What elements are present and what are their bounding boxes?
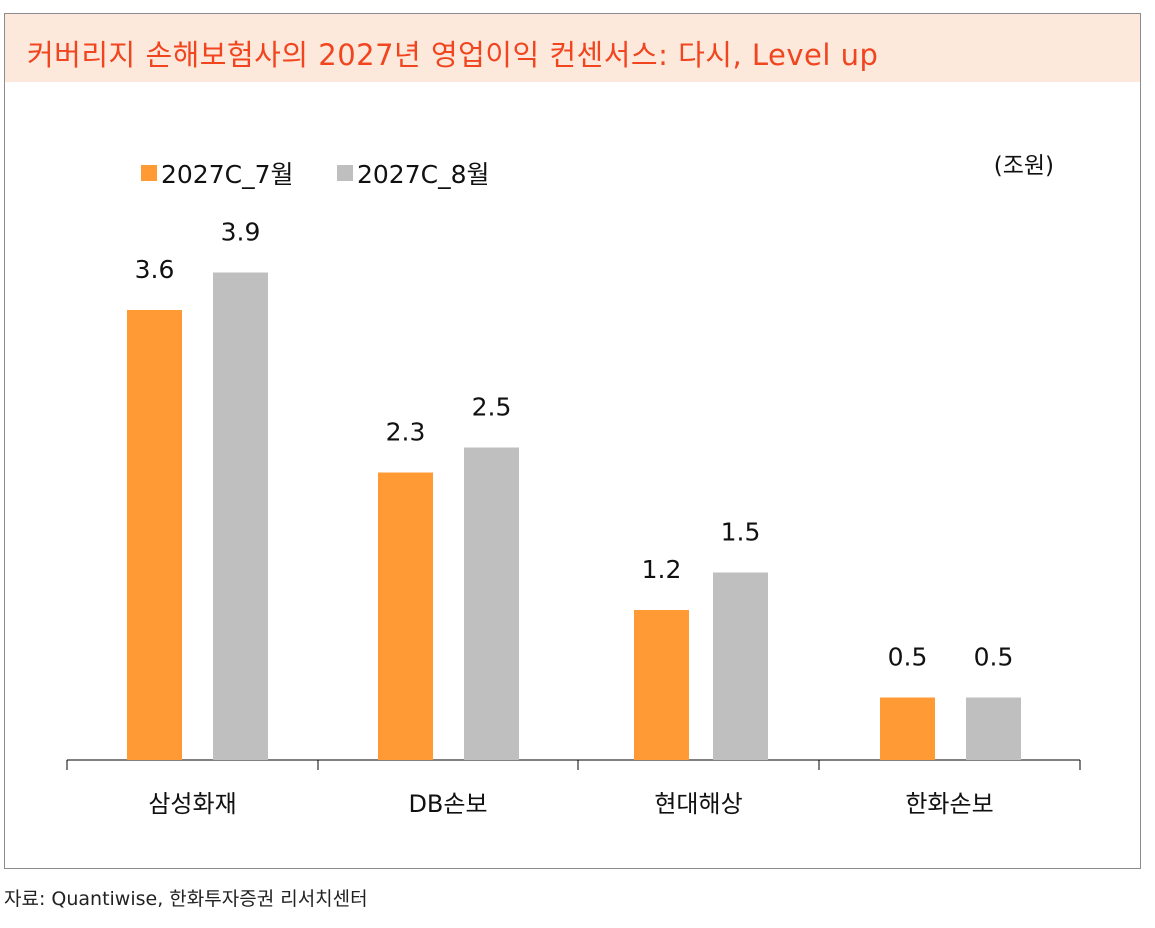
data-label: 0.5 <box>974 643 1014 672</box>
data-label: 1.2 <box>642 555 682 584</box>
bar-2 <box>213 272 268 760</box>
data-label: 3.9 <box>221 218 261 247</box>
bar-1 <box>127 310 182 760</box>
data-label: 1.5 <box>721 518 761 547</box>
data-label: 2.5 <box>472 393 512 422</box>
category-label: 현대해상 <box>654 790 742 818</box>
data-label: 2.3 <box>386 418 426 447</box>
data-label: 0.5 <box>888 643 928 672</box>
legend-swatch-1 <box>141 165 157 181</box>
category-label: 한화손보 <box>905 790 993 818</box>
bar-2 <box>966 697 1021 760</box>
bar-1 <box>880 697 935 760</box>
title-bar: 커버리지 손해보험사의 2027년 영업이익 컨센서스: 다시, Level u… <box>5 14 1140 82</box>
chart-frame <box>4 13 1141 869</box>
category-label: DB손보 <box>408 790 487 818</box>
bar-1 <box>634 610 689 760</box>
bar-2 <box>713 572 768 760</box>
legend-label-1: 2027C_7월 <box>161 160 294 189</box>
category-label: 삼성화재 <box>148 790 236 818</box>
chart-title: 커버리지 손해보험사의 2027년 영업이익 컨센서스: 다시, Level u… <box>27 38 879 72</box>
data-label: 3.6 <box>135 255 175 284</box>
source-note: 자료: Quantiwise, 한화투자증권 리서치센터 <box>4 888 368 910</box>
legend-swatch-2 <box>337 165 353 181</box>
bar-1 <box>378 472 433 760</box>
legend-label-2: 2027C_8월 <box>357 160 490 189</box>
bar-2 <box>464 447 519 760</box>
unit-label: (조원) <box>994 153 1054 179</box>
